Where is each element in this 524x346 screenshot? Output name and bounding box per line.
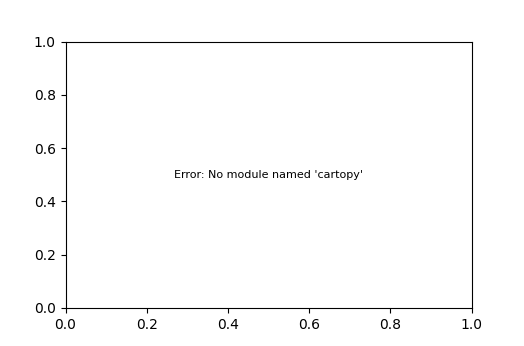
Text: Error: No module named 'cartopy': Error: No module named 'cartopy': [174, 170, 363, 180]
